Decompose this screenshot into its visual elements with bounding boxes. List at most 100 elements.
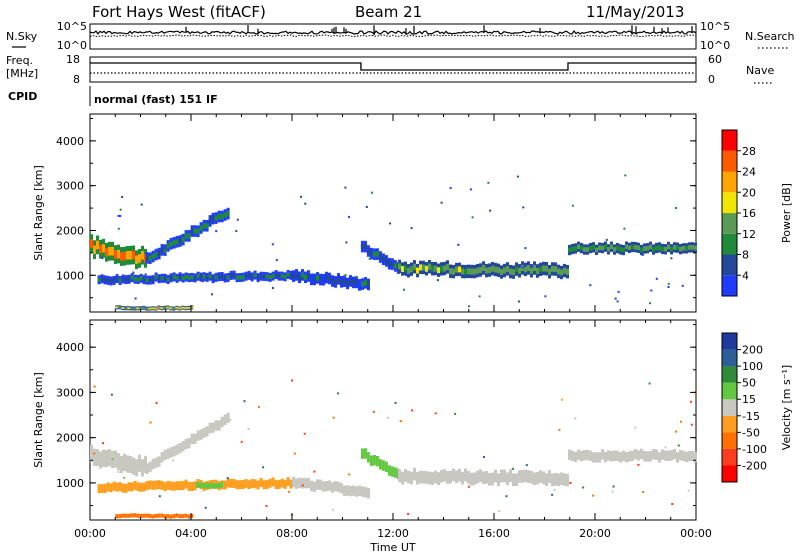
band-7-strip	[685, 451, 688, 463]
band-2-strip	[280, 478, 284, 488]
band-5-core	[440, 265, 443, 272]
scatter-point	[446, 479, 449, 482]
band-7-strip	[658, 452, 661, 463]
band-7-strip	[691, 450, 694, 462]
band-1-strip	[181, 441, 185, 452]
band-7-core	[121, 307, 125, 309]
band-5-core	[524, 266, 527, 273]
band-3-core	[325, 275, 328, 281]
scatter-point	[517, 300, 520, 303]
band-4-core	[384, 258, 388, 264]
band-1-core	[172, 240, 176, 246]
band-3-core	[349, 278, 352, 284]
scatter-point	[215, 230, 218, 233]
band-1-core	[169, 241, 173, 247]
band-0-core	[96, 240, 99, 250]
band-2-strip	[235, 480, 239, 490]
band-6-strip	[497, 473, 500, 486]
band-2-core	[235, 275, 239, 280]
band-2-core	[166, 277, 170, 282]
band-6-core	[589, 245, 592, 251]
band-6-core	[643, 246, 646, 251]
band-6-strip	[446, 471, 449, 484]
band-3-core	[352, 279, 355, 285]
scatter-point	[650, 289, 653, 292]
band-5-core	[473, 268, 476, 275]
band-6-strip	[422, 470, 425, 484]
scatter-point	[468, 485, 470, 488]
band-6-strip	[473, 472, 476, 486]
band-0-strip	[120, 455, 123, 474]
band-2-core	[163, 276, 167, 281]
band-5-core	[467, 268, 470, 275]
band-1-core	[220, 213, 224, 220]
band-2-strip	[244, 478, 248, 488]
scatter-point	[247, 427, 250, 430]
band-1-strip	[163, 449, 167, 461]
band-2-core	[280, 274, 284, 278]
scatter-point	[111, 458, 114, 461]
band-6-core	[592, 245, 595, 250]
band-2-strip	[238, 480, 242, 490]
band-5-core	[497, 267, 500, 274]
band-4-core	[366, 248, 370, 254]
band-5-strip	[366, 452, 370, 463]
scatter-point	[454, 412, 457, 415]
band-5-core	[452, 268, 455, 275]
scatter-point	[655, 277, 658, 280]
colorbar-tick-label: 200	[742, 344, 763, 357]
colorbar-tick-label: 100	[742, 360, 763, 373]
band-6-core	[646, 246, 649, 251]
band-6-strip	[413, 467, 416, 481]
band-3-core	[364, 280, 367, 286]
band-5-strip	[363, 448, 367, 459]
band-5-core	[542, 265, 545, 272]
band-4-strip	[343, 485, 346, 496]
band-7-strip	[643, 450, 646, 462]
band-5-core	[518, 267, 521, 274]
band-6-strip	[452, 468, 455, 482]
band-4-core	[369, 251, 373, 257]
band-5-strip	[393, 467, 397, 478]
scatter-point	[288, 490, 291, 493]
band-1-core	[157, 251, 161, 257]
band-4-core	[363, 244, 367, 250]
scatter-point	[637, 463, 640, 466]
band-2-core	[274, 272, 278, 277]
band-6-strip	[539, 470, 542, 483]
colorbar-swatch	[722, 213, 737, 234]
colorbar-swatch	[722, 465, 737, 482]
scatter-point	[348, 489, 351, 492]
band-5-core	[416, 267, 419, 274]
band-8-strip	[178, 514, 182, 519]
band-1-core	[190, 228, 194, 234]
band-5-core	[431, 265, 434, 272]
band-1-strip	[199, 429, 203, 440]
band-1-strip	[202, 427, 206, 438]
band-0-core	[135, 255, 138, 264]
band-2-core	[265, 274, 269, 279]
band-7-strip	[667, 450, 670, 461]
scatter-point	[258, 406, 260, 409]
band-0-strip	[144, 455, 147, 473]
band-2-core	[178, 274, 182, 279]
band-6-core	[607, 247, 610, 252]
band-2-strip	[268, 478, 272, 488]
band-6-core	[640, 247, 643, 253]
band-2-strip	[124, 483, 128, 493]
scatter-point	[119, 215, 122, 217]
scatter-point	[624, 174, 627, 177]
band-8-strip	[151, 514, 155, 519]
band-6-strip	[476, 470, 479, 484]
scatter-point	[522, 266, 525, 269]
band-5-core	[464, 268, 467, 275]
scatter-point	[121, 195, 124, 198]
band-3-core	[358, 282, 361, 288]
band-5-core	[506, 265, 509, 272]
band-1-strip	[208, 422, 212, 434]
colorbar-tick-label: 24	[742, 166, 756, 179]
scatter-point	[436, 279, 439, 282]
scatter-point	[300, 195, 302, 198]
band-4-strip	[328, 480, 331, 491]
band-2-core	[268, 275, 272, 280]
